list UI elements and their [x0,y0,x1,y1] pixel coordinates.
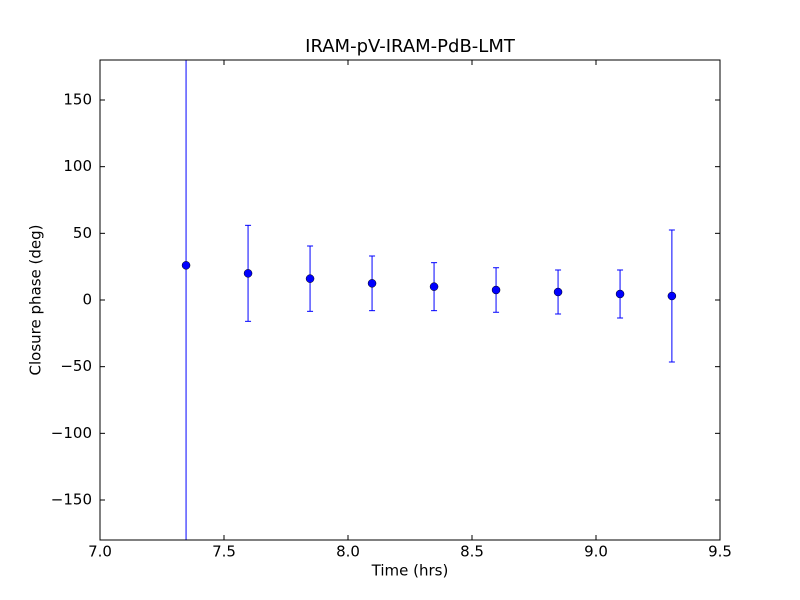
x-tick-label: 9.5 [708,543,732,561]
chart-title: IRAM-pV-IRAM-PdB-LMT [305,36,516,57]
x-tick-label: 7.0 [88,543,112,561]
y-tick-label: 150 [63,91,92,109]
data-point [615,289,625,299]
y-tick-label: 0 [82,291,92,309]
y-tick-label: −50 [60,357,92,375]
data-point [181,261,191,270]
x-axis-label: Time (hrs) [371,562,449,580]
y-axis-label: Closure phase (deg) [27,225,45,376]
x-tick-label: 7.5 [212,543,236,561]
plot-area [181,60,677,540]
plot-frame [99,59,721,541]
data-point [429,282,439,291]
x-tick-label: 8.0 [336,543,360,561]
data-point [667,291,677,301]
data-point [553,287,563,297]
data-point [367,279,377,288]
data-point [243,269,253,278]
y-tick-label: 50 [73,224,92,242]
data-point [305,274,315,283]
y-tick-label: −150 [51,491,92,509]
x-tick-label: 8.5 [460,543,484,561]
data-point [491,285,501,295]
y-tick-label: −100 [51,424,92,442]
x-tick-label: 9.0 [584,543,608,561]
y-tick-label: 100 [63,157,92,175]
